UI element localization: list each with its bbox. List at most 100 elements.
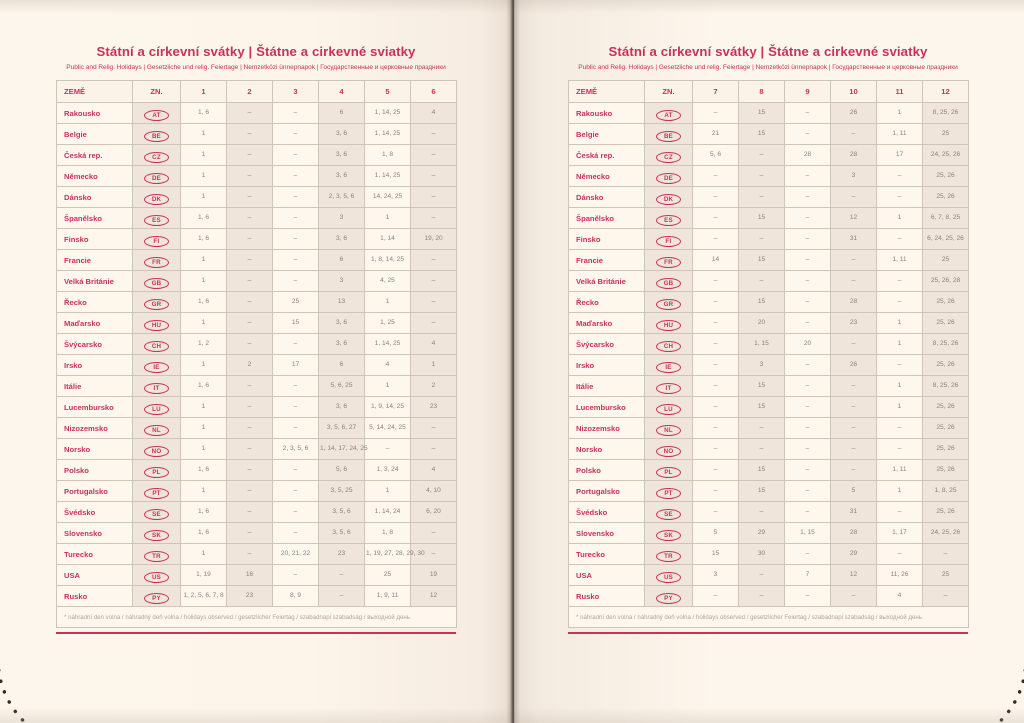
country-code-cell: BE xyxy=(132,123,181,145)
holiday-cell: – xyxy=(364,438,411,460)
holiday-cell: – xyxy=(226,375,273,397)
table-row: Portugalsko PT 1– –3, 5, 25 1 4, 10 xyxy=(56,480,457,502)
country-name: Česká rep. xyxy=(568,144,645,166)
country-code-badge: IT xyxy=(656,383,681,394)
table-row: Nizozemsko NL 1– –3, 5, 6, 27 5, 14, 24, 25– xyxy=(56,417,457,439)
holiday-cell: – xyxy=(784,438,831,460)
holiday-cell: 1, 2, 5, 6, 7, 8 xyxy=(180,585,227,607)
country-code-badge: FI xyxy=(656,236,681,247)
holidays-table-months-1-6: ZEMĚ ZN. 1 2 3 4 5 6 Rakousko AT 1, 6– –6 1,… xyxy=(56,80,457,628)
holiday-cell: 23 xyxy=(410,396,457,418)
holiday-cell: 3 xyxy=(318,270,365,292)
country-name: Švédsko xyxy=(568,501,645,523)
holiday-cell: – xyxy=(738,270,785,292)
column-header-month-3: 3 xyxy=(272,80,319,103)
holiday-cell: – xyxy=(226,228,273,250)
country-code-badge: FR xyxy=(144,257,169,268)
holiday-cell: – xyxy=(876,417,923,439)
holiday-cell: 1, 14 xyxy=(364,228,411,250)
country-code-badge: BE xyxy=(144,131,169,142)
holiday-cell: 8, 25, 26 xyxy=(922,375,969,397)
holiday-cell: – xyxy=(272,417,319,439)
holiday-cell: – xyxy=(784,375,831,397)
holiday-cell: – xyxy=(784,543,831,565)
country-code-cell: IT xyxy=(644,375,693,397)
holiday-cell: 15 xyxy=(738,480,785,502)
table-header: ZEMĚ ZN. 1 2 3 4 5 6 xyxy=(56,80,457,103)
holiday-cell: – xyxy=(692,312,739,334)
country-name: Polsko xyxy=(568,459,645,481)
column-header-month-2: 2 xyxy=(226,80,273,103)
holiday-cell: 25, 26 xyxy=(922,291,969,313)
holiday-cell: – xyxy=(226,522,273,544)
country-code-badge: BE xyxy=(656,131,681,142)
column-header-code: ZN. xyxy=(644,80,693,103)
column-header-month-8: 8 xyxy=(738,80,785,103)
holiday-cell: – xyxy=(226,165,273,187)
holiday-cell: 1 xyxy=(180,438,227,460)
holiday-cell: – xyxy=(784,270,831,292)
country-code-cell: NL xyxy=(644,417,693,439)
holiday-cell: 1, 15 xyxy=(784,522,831,544)
table-row: Rusko PY – – – –4– xyxy=(568,585,969,607)
table-row: Dánsko DK – – – – –25, 26 xyxy=(568,186,969,208)
holiday-cell: 5 xyxy=(692,522,739,544)
country-code-badge: DE xyxy=(656,173,681,184)
holiday-cell: – xyxy=(692,375,739,397)
holiday-cell: – xyxy=(226,459,273,481)
holiday-cell: 15 xyxy=(738,291,785,313)
holiday-cell: 15 xyxy=(738,459,785,481)
holiday-cell: 6 xyxy=(318,354,365,376)
holiday-cell: – xyxy=(692,354,739,376)
holiday-cell: – xyxy=(692,438,739,460)
holiday-cell: – xyxy=(226,207,273,229)
holiday-cell: – xyxy=(784,459,831,481)
country-code-cell: GB xyxy=(644,270,693,292)
holiday-cell: 26 xyxy=(830,102,877,124)
table-row: Dánsko DK 1– –2, 3, 5, 6 14, 24, 25– xyxy=(56,186,457,208)
holiday-cell: 1 xyxy=(180,249,227,271)
table-row: Turecko TR 15 30–29– – xyxy=(568,543,969,565)
table-row: Německo DE – – –3–25, 26 xyxy=(568,165,969,187)
country-name: Irsko xyxy=(568,354,645,376)
holiday-cell: 2, 3, 5, 6 xyxy=(318,186,365,208)
holiday-cell: 17 xyxy=(876,144,923,166)
country-code-badge: FI xyxy=(144,236,169,247)
country-code-badge: GR xyxy=(656,299,681,310)
holiday-cell: – xyxy=(272,270,319,292)
table-row: Švýcarsko CH –1, 15 20–1 8, 25, 26 xyxy=(568,333,969,355)
holiday-cell: 5, 14, 24, 25 xyxy=(364,417,411,439)
country-code-cell: ES xyxy=(644,207,693,229)
holiday-cell: 1, 8 xyxy=(364,144,411,166)
country-code-badge: IE xyxy=(144,362,169,373)
holiday-cell: – xyxy=(876,228,923,250)
holiday-cell: – xyxy=(784,207,831,229)
holiday-cell: – xyxy=(272,144,319,166)
holiday-cell: – xyxy=(784,312,831,334)
holiday-cell: 1 xyxy=(364,480,411,502)
holiday-cell: 1, 6 xyxy=(180,459,227,481)
country-code-badge: CH xyxy=(656,341,681,352)
holiday-cell: 5, 6, 25 xyxy=(318,375,365,397)
holiday-cell: – xyxy=(226,438,273,460)
holiday-cell: 30 xyxy=(738,543,785,565)
holiday-cell: 15 xyxy=(692,543,739,565)
country-code-cell: HU xyxy=(644,312,693,334)
footnote-row: * náhradní den volna / náhradný deň voln… xyxy=(56,606,457,628)
country-code-cell: CZ xyxy=(132,144,181,166)
holiday-cell: 20, 21, 22 xyxy=(272,543,319,565)
table-footer: * náhradní den volna / náhradný deň voln… xyxy=(56,606,457,628)
country-code-cell: TR xyxy=(644,543,693,565)
country-code-cell: US xyxy=(644,564,693,586)
country-code-badge: DK xyxy=(144,194,169,205)
holiday-cell: 19, 20 xyxy=(410,228,457,250)
holiday-cell: 1, 9, 14, 25 xyxy=(364,396,411,418)
table-header: ZEMĚ ZN. 7 8 9 10 11 12 xyxy=(568,80,969,103)
holiday-cell: 11, 26 xyxy=(876,564,923,586)
holiday-cell: – xyxy=(272,459,319,481)
holiday-cell: – xyxy=(272,501,319,523)
holiday-cell: 1 xyxy=(364,291,411,313)
table-row: Itálie IT 1, 6– –5, 6, 25 1 2 xyxy=(56,375,457,397)
holiday-cell: 1, 8, 25 xyxy=(922,480,969,502)
holiday-cell: – xyxy=(272,480,319,502)
